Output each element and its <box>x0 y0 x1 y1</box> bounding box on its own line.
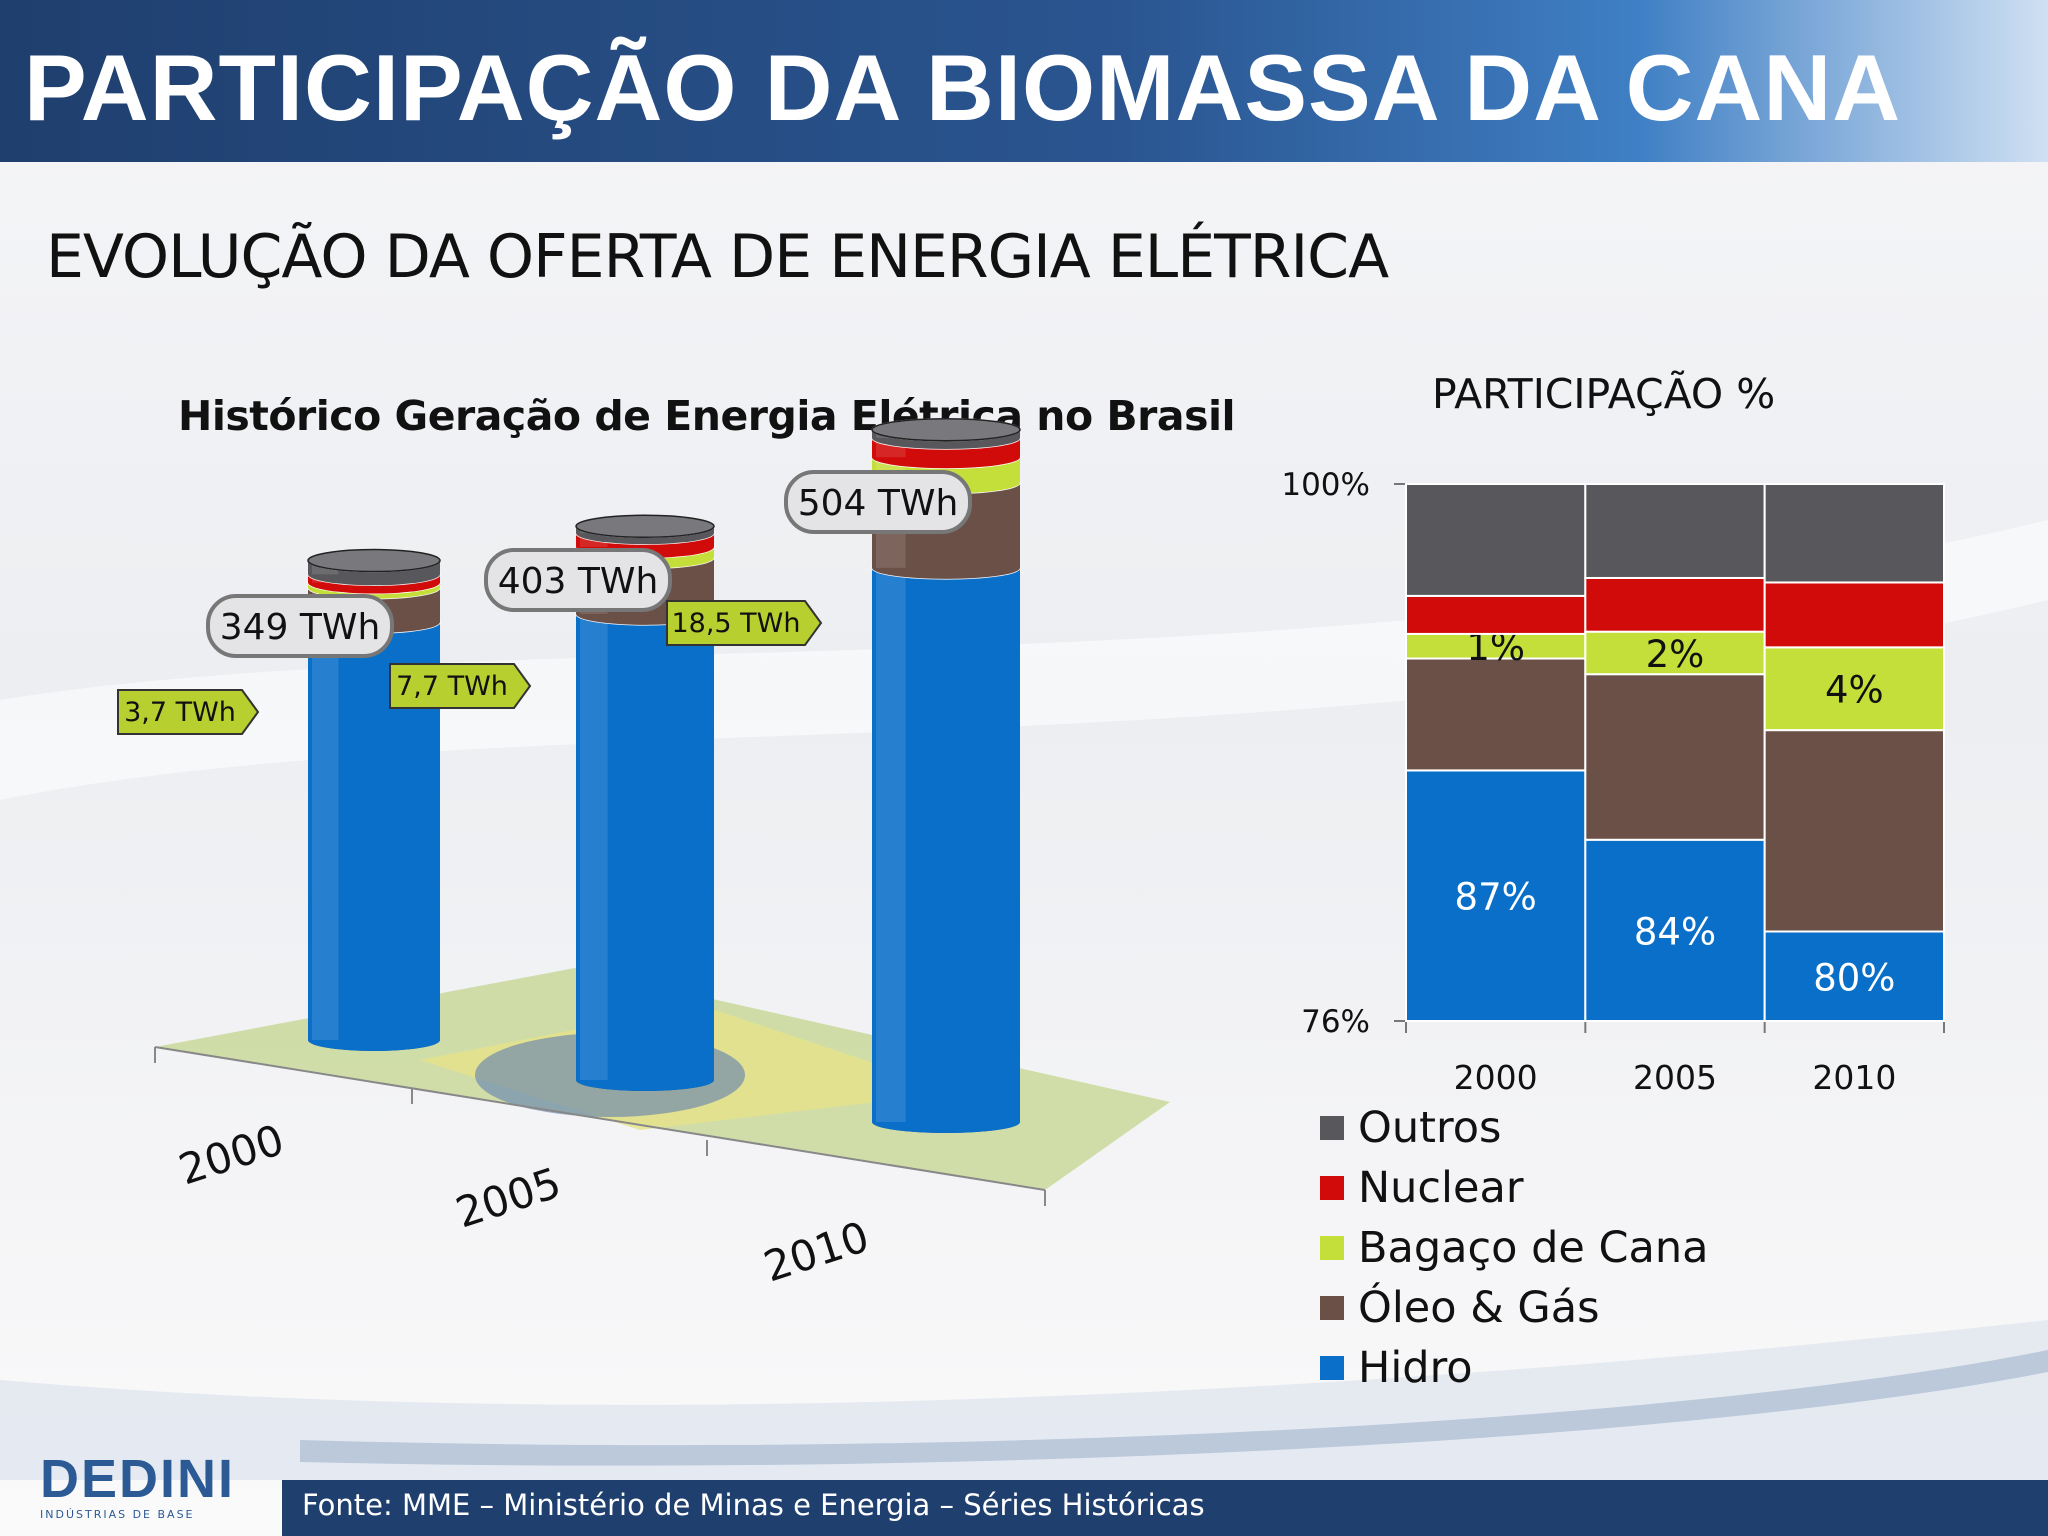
total-label-2010: 504 TWh <box>784 470 972 534</box>
stacked-segment-outros <box>1763 483 1945 584</box>
stacked-segment-hidro <box>1763 930 1945 1022</box>
x-tick-label: 2000 <box>1454 1058 1538 1097</box>
total-label-2005: 403 TWh <box>484 548 672 612</box>
x-axis-line <box>154 1046 1046 1191</box>
total-label-pill <box>206 594 394 658</box>
segment-data-label: 80% <box>1813 956 1895 999</box>
stacked-segment--leo-g-s <box>1584 673 1766 841</box>
legend-item-hidro: Hidro <box>1320 1338 1709 1398</box>
stacked-column-2010: 80% 4% <box>1763 483 1945 1022</box>
x-tick-label: 2010 <box>1812 1058 1896 1097</box>
bagaco-callout-2010: 18,5 TWh <box>666 600 823 646</box>
total-label-pill <box>784 470 972 534</box>
cylinder-chart-title: Histórico Geração de Energia Elétrica no… <box>178 392 1236 440</box>
stacked-segment-outros <box>1405 483 1587 597</box>
legend-label: Óleo & Gás <box>1358 1283 1600 1333</box>
cylinder-2005 <box>575 514 715 1091</box>
stacked-segment-hidro <box>1405 769 1587 1023</box>
bagaco-callout-text: 3,7 TWh <box>124 697 236 728</box>
legend-swatch-oleo-gas <box>1320 1296 1344 1320</box>
legend-swatch-hidro <box>1320 1356 1344 1380</box>
stacked-segment-nuclear <box>1405 594 1587 635</box>
stacked-segment--leo-g-s <box>1405 657 1587 772</box>
stacked-column-2005: 84% 2% <box>1584 483 1766 1023</box>
legend-item-oleo-gas: Óleo & Gás <box>1320 1278 1709 1338</box>
segment-bottom-curve <box>872 556 1020 579</box>
segment-highlight <box>312 622 339 1040</box>
legend-label: Nuclear <box>1358 1163 1524 1213</box>
y-tick-label: 76% <box>1301 1004 1370 1040</box>
stacked-chart-legend: Outros Nuclear Bagaço de Cana Óleo & Gás… <box>1320 1098 1709 1398</box>
source-note: Fonte: MME – Ministério de Minas e Energ… <box>302 1488 1205 1522</box>
cylinder-2010 <box>871 417 1021 1133</box>
cylinder-segment-hidro <box>576 613 714 1080</box>
legend-swatch-bagaco <box>1320 1236 1344 1260</box>
legend-item-nuclear: Nuclear <box>1320 1158 1709 1218</box>
segment-bottom-curve <box>308 1029 440 1051</box>
footer-bar: Fonte: MME – Ministério de Minas e Energ… <box>282 1480 2048 1536</box>
bagaco-callout-2005: 7,7 TWh <box>389 663 532 709</box>
total-label-2000: 349 TWh <box>206 594 394 658</box>
cylinder-top <box>871 417 1021 442</box>
bagaco-callout-box <box>389 663 532 709</box>
segment-data-label: 84% <box>1634 910 1716 953</box>
stacked-segment-baga-o-de-cana <box>1584 630 1766 676</box>
dedini-logo: DEDINI INDÚSTRIAS DE BASE <box>40 1452 235 1521</box>
logo-name: DEDINI <box>40 1449 236 1509</box>
y-tick-label: 100% <box>1281 467 1370 503</box>
segment-bottom-curve <box>872 1111 1020 1133</box>
total-label-text: 504 TWh <box>798 483 959 524</box>
segment-data-label: 2% <box>1646 633 1705 676</box>
slide-subtitle: EVOLUÇÃO DA OFERTA DE ENERGIA ELÉTRICA <box>46 222 1389 292</box>
stacked-column-2000: 87%1% <box>1405 483 1587 1023</box>
bagaco-callout-text: 18,5 TWh <box>671 608 800 639</box>
cylinder-segment-hidro <box>872 567 1020 1122</box>
bagaco-callout-text: 7,7 TWh <box>396 671 508 702</box>
bagaco-callout-box <box>666 600 823 646</box>
stacked-segment-baga-o-de-cana <box>1405 632 1587 660</box>
total-label-text: 403 TWh <box>498 561 659 602</box>
stacked-segment-hidro <box>1584 838 1766 1023</box>
x-tick-label: 2005 <box>1633 1058 1717 1097</box>
bagaco-callout-box <box>117 689 260 735</box>
segment-data-label: 87% <box>1455 876 1537 919</box>
total-label-pill <box>484 548 672 612</box>
slide-title: PARTICIPAÇÃO DA BIOMASSA DA CANA <box>24 35 1902 140</box>
legend-label: Hidro <box>1358 1343 1473 1393</box>
legend-swatch-outros <box>1320 1116 1344 1140</box>
bagaco-callout-2000: 3,7 TWh <box>117 689 260 735</box>
segment-bottom-curve <box>576 1069 714 1091</box>
logo-tagline: INDÚSTRIAS DE BASE <box>40 1508 195 1521</box>
header-bar: PARTICIPAÇÃO DA BIOMASSA DA CANA <box>0 0 2048 162</box>
total-label-text: 349 TWh <box>220 607 381 648</box>
legend-item-bagaco: Bagaço de Cana <box>1320 1218 1709 1278</box>
legend-label: Outros <box>1358 1103 1502 1153</box>
legend-label: Bagaço de Cana <box>1358 1223 1709 1273</box>
stacked-segment--leo-g-s <box>1763 729 1945 933</box>
segment-highlight <box>876 567 906 1122</box>
stacked-chart-title: PARTICIPAÇÃO % <box>1432 370 1776 418</box>
stacked-segment-baga-o-de-cana <box>1763 646 1945 732</box>
legend-item-outros: Outros <box>1320 1098 1709 1158</box>
cylinder-top <box>575 514 715 539</box>
legend-swatch-nuclear <box>1320 1176 1344 1200</box>
segment-data-label: 4% <box>1825 669 1884 712</box>
cylinder-top <box>307 548 441 573</box>
stacked-segment-nuclear <box>1584 576 1766 633</box>
stacked-segment-nuclear <box>1763 581 1945 649</box>
segment-bottom-curve <box>872 446 1020 469</box>
segment-highlight <box>580 613 608 1080</box>
stacked-segment-outros <box>1584 483 1766 579</box>
